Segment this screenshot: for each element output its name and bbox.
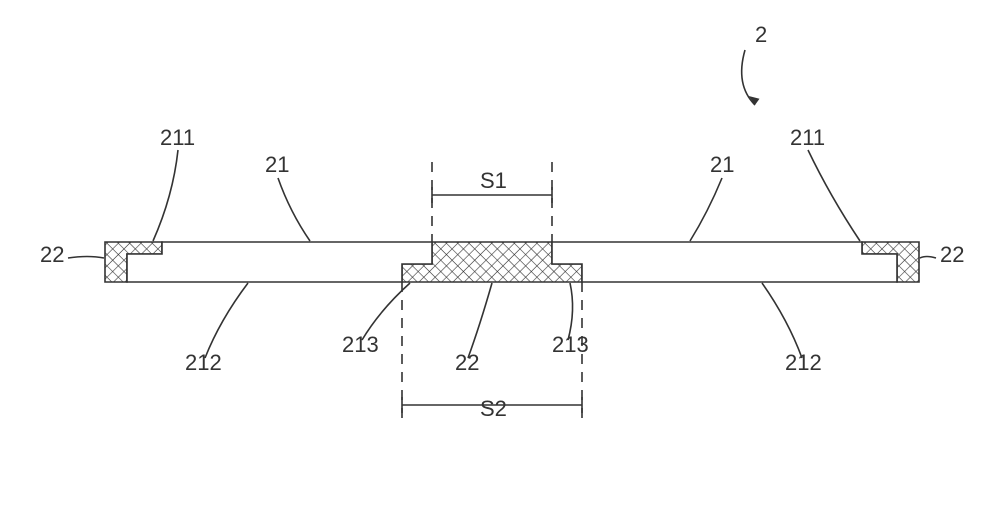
label-n211_l: 211 [160,125,195,150]
pointer-curve [742,50,755,105]
label-n212_l: 212 [185,350,222,375]
leader-n22_r [920,257,936,259]
body-left [127,242,432,282]
label-n21_l: 21 [265,152,289,177]
label-n22_c: 22 [455,350,479,375]
label-n211_r: 211 [790,125,825,150]
label-n213_r: 213 [552,332,589,357]
label-s2: S2 [480,396,507,421]
label-n21_r: 21 [710,152,734,177]
leader-n211_l [153,150,178,241]
leader-n21_l [278,178,310,241]
label-main: 2 [755,22,767,47]
leader-n212_r [762,283,802,358]
leader-n21_r [690,178,722,241]
label-s1: S1 [480,168,507,193]
leader-n22_c [468,283,492,358]
label-n22_r: 22 [940,242,964,267]
body-right [552,242,897,282]
leader-n211_r [808,150,860,241]
label-n212_r: 212 [785,350,822,375]
leader-n212_l [205,283,248,358]
label-n213_l: 213 [342,332,379,357]
leader-n22_l [68,257,104,259]
label-n22_l: 22 [40,242,64,267]
